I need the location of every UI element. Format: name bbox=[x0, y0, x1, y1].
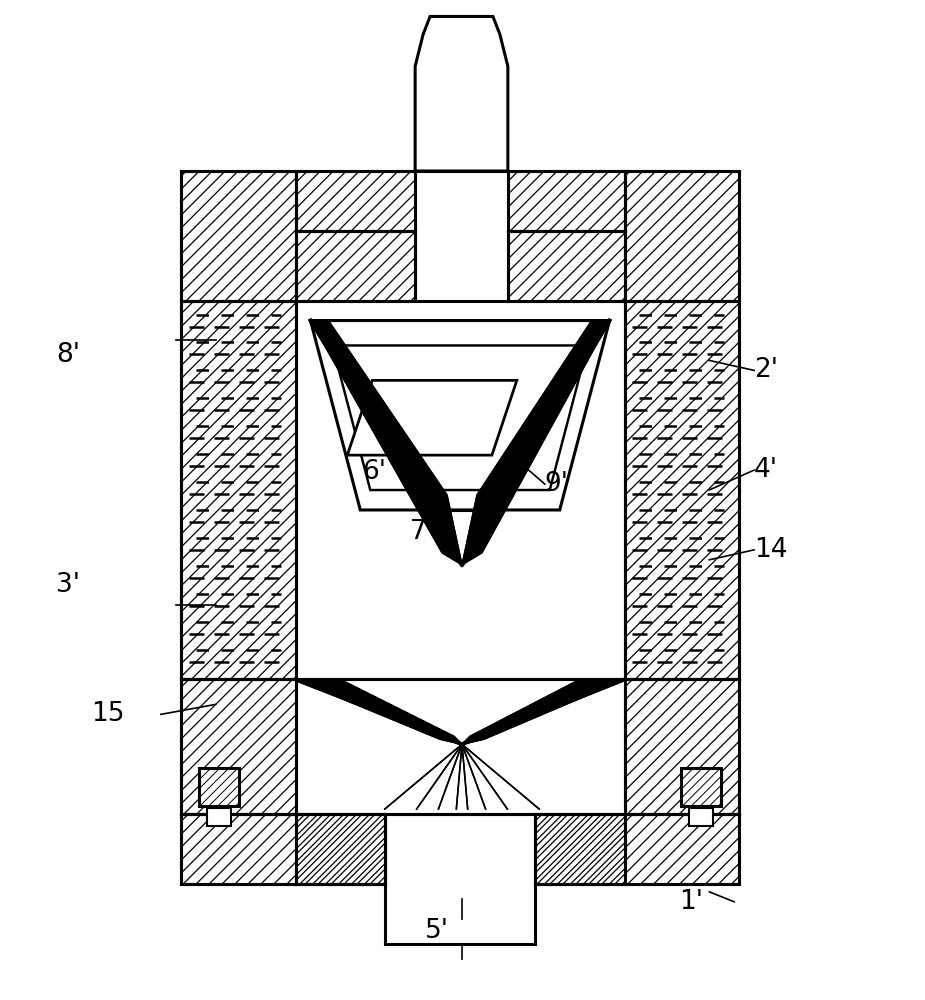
Polygon shape bbox=[462, 321, 610, 565]
Polygon shape bbox=[462, 679, 624, 744]
Bar bbox=[199, 768, 239, 806]
Bar bbox=[624, 679, 739, 814]
Bar bbox=[181, 301, 295, 679]
Text: 8': 8' bbox=[56, 342, 80, 368]
Text: 2': 2' bbox=[754, 357, 778, 383]
Polygon shape bbox=[295, 679, 462, 744]
Bar bbox=[181, 814, 385, 884]
Bar bbox=[682, 768, 722, 806]
Bar bbox=[295, 814, 385, 884]
Bar bbox=[508, 171, 624, 231]
Polygon shape bbox=[295, 679, 624, 814]
Text: 4': 4' bbox=[754, 457, 778, 483]
Bar bbox=[181, 171, 295, 301]
Polygon shape bbox=[462, 321, 610, 565]
Text: 7': 7' bbox=[410, 519, 434, 545]
Polygon shape bbox=[415, 16, 508, 171]
Text: 9': 9' bbox=[545, 471, 569, 497]
Bar bbox=[295, 231, 415, 301]
Text: 3': 3' bbox=[56, 572, 80, 598]
Bar bbox=[508, 231, 624, 301]
Text: 1': 1' bbox=[679, 889, 703, 915]
Bar bbox=[181, 679, 295, 814]
Bar bbox=[181, 301, 295, 679]
Bar bbox=[199, 768, 239, 806]
Bar bbox=[181, 679, 295, 814]
Polygon shape bbox=[311, 321, 462, 565]
Text: 5': 5' bbox=[426, 918, 450, 944]
Bar bbox=[689, 808, 713, 826]
Text: 15: 15 bbox=[92, 701, 125, 727]
Bar bbox=[295, 231, 415, 301]
Bar bbox=[535, 814, 739, 884]
Bar bbox=[295, 171, 415, 231]
Bar bbox=[207, 808, 230, 826]
Bar bbox=[295, 171, 415, 231]
Bar bbox=[181, 814, 385, 884]
Bar bbox=[535, 814, 624, 884]
Bar bbox=[508, 171, 624, 231]
Text: 6': 6' bbox=[363, 459, 387, 485]
Polygon shape bbox=[311, 321, 462, 565]
Bar bbox=[535, 814, 739, 884]
Bar bbox=[624, 679, 739, 814]
Bar bbox=[624, 301, 739, 679]
Bar bbox=[535, 814, 624, 884]
Polygon shape bbox=[462, 679, 624, 744]
Polygon shape bbox=[348, 380, 517, 455]
Text: 14: 14 bbox=[754, 537, 787, 563]
Polygon shape bbox=[311, 321, 610, 510]
Bar bbox=[682, 768, 722, 806]
Bar bbox=[181, 171, 295, 301]
Bar bbox=[624, 171, 739, 301]
Bar bbox=[295, 814, 385, 884]
Bar bbox=[624, 301, 739, 679]
Bar bbox=[624, 171, 739, 301]
Polygon shape bbox=[295, 679, 462, 744]
Bar bbox=[508, 231, 624, 301]
